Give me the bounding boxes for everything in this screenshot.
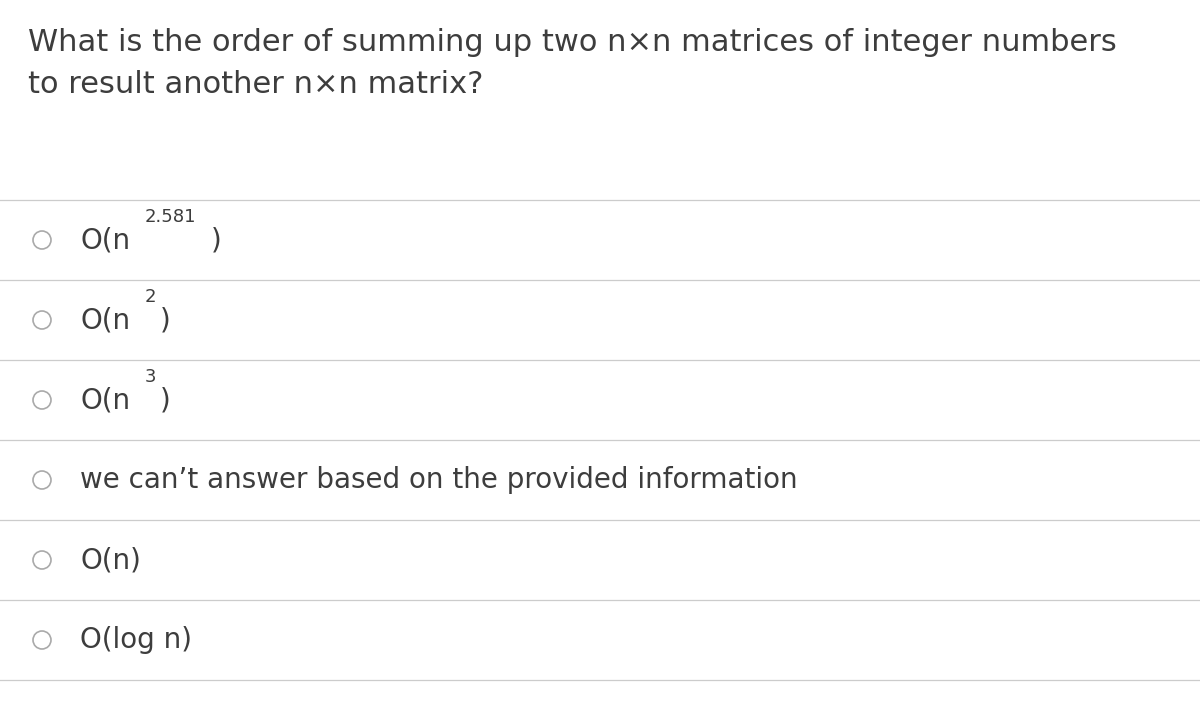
Text: 2: 2: [145, 288, 156, 306]
Text: O(n): O(n): [80, 546, 140, 574]
Text: O(n: O(n: [80, 306, 130, 334]
Text: O(n: O(n: [80, 386, 130, 414]
Text: O(log n): O(log n): [80, 626, 192, 654]
Text: ): ): [211, 226, 222, 254]
Text: 3: 3: [145, 367, 156, 386]
Text: ): ): [160, 306, 170, 334]
Text: O(n: O(n: [80, 226, 130, 254]
Text: we can’t answer based on the provided information: we can’t answer based on the provided in…: [80, 466, 798, 494]
Text: ): ): [160, 386, 170, 414]
Text: 2.581: 2.581: [145, 208, 196, 226]
Text: What is the order of summing up two n×n matrices of integer numbers: What is the order of summing up two n×n …: [28, 28, 1117, 57]
Text: to result another n×n matrix?: to result another n×n matrix?: [28, 70, 484, 99]
